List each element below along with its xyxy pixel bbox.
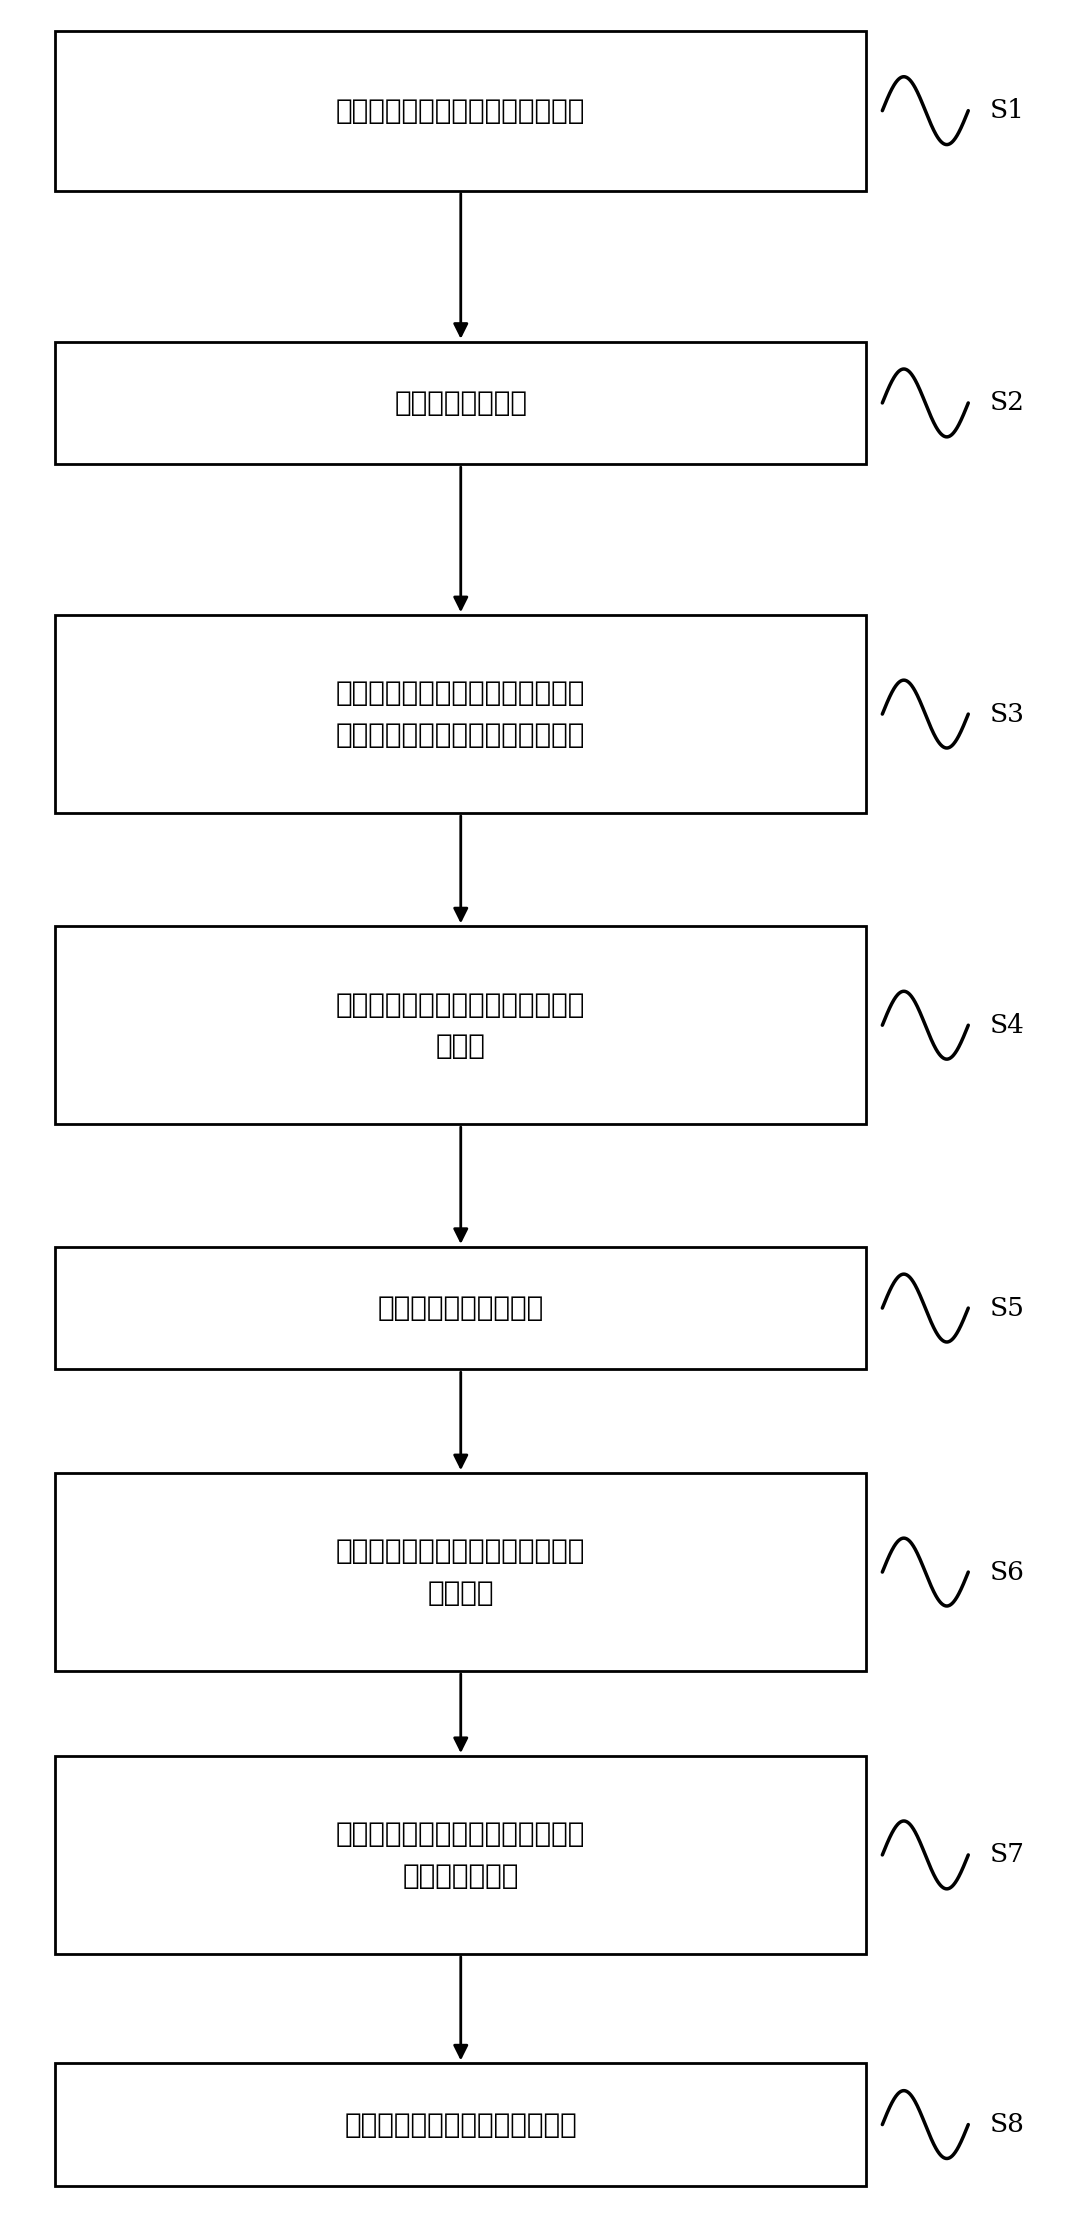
- Bar: [55, 31, 866, 190]
- Text: 在天线罩根部铺设增强层，并在热
压罐中固化成型: 在天线罩根部铺设增强层，并在热 压罐中固化成型: [336, 1820, 585, 1890]
- Text: S5: S5: [990, 1296, 1025, 1321]
- Text: 拆开模具，取出天线罩: 拆开模具，取出天线罩: [378, 1294, 544, 1321]
- Bar: [55, 1473, 866, 1670]
- Text: 对天线罩根部连接部位进行加工: 对天线罩根部连接部位进行加工: [345, 2111, 577, 2138]
- Bar: [55, 1755, 866, 1955]
- Text: 采用模具分别制备外蒙皮和内蒙皮: 采用模具分别制备外蒙皮和内蒙皮: [336, 96, 585, 125]
- Text: S1: S1: [990, 99, 1025, 123]
- Bar: [55, 616, 866, 813]
- Text: S6: S6: [990, 1561, 1025, 1585]
- Bar: [55, 343, 866, 463]
- Bar: [55, 1247, 866, 1370]
- Text: S2: S2: [990, 390, 1025, 416]
- Bar: [55, 927, 866, 1124]
- Text: S4: S4: [990, 1012, 1025, 1037]
- Bar: [55, 2064, 866, 2185]
- Text: 对天线罩根部进行处理，去除多余
泡沫芯层: 对天线罩根部进行处理，去除多余 泡沫芯层: [336, 1538, 585, 1608]
- Text: 泡沫成型模具装固: 泡沫成型模具装固: [394, 390, 528, 416]
- Text: S8: S8: [990, 2111, 1025, 2136]
- Text: S7: S7: [990, 1843, 1025, 1867]
- Text: S3: S3: [990, 701, 1025, 728]
- Text: 整体加热至树脂发泡温度，制备泡
沫芯层: 整体加热至树脂发泡温度，制备泡 沫芯层: [336, 990, 585, 1059]
- Text: 将树脂、发泡剂和助发泡剂混合均
匀后放入外蒙皮和内蒙皮的间隙中: 将树脂、发泡剂和助发泡剂混合均 匀后放入外蒙皮和内蒙皮的间隙中: [336, 678, 585, 748]
